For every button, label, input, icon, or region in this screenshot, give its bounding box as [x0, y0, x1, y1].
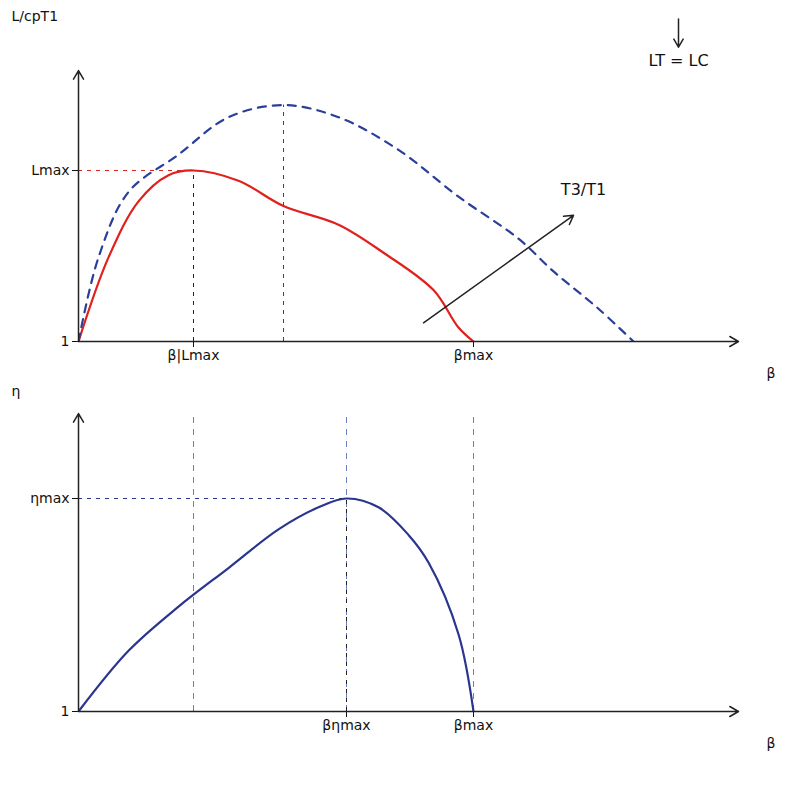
svg-text:1: 1: [61, 333, 70, 349]
svg-text:ηmax: ηmax: [30, 490, 69, 506]
svg-text:β: β: [767, 365, 776, 381]
svg-text:LT = LC: LT = LC: [648, 51, 708, 70]
svg-text:βηmax: βηmax: [322, 717, 370, 733]
svg-text:βmax: βmax: [454, 717, 493, 733]
svg-text:Lmax: Lmax: [31, 162, 69, 178]
svg-text:β|Lmax: β|Lmax: [168, 347, 220, 364]
svg-text:T3/T1: T3/T1: [560, 180, 606, 199]
svg-text:βmax: βmax: [454, 347, 493, 363]
svg-text:β: β: [767, 735, 776, 751]
svg-text:1: 1: [61, 703, 70, 719]
svg-text:η: η: [12, 383, 21, 399]
svg-text:L/cpT1: L/cpT1: [12, 8, 59, 24]
